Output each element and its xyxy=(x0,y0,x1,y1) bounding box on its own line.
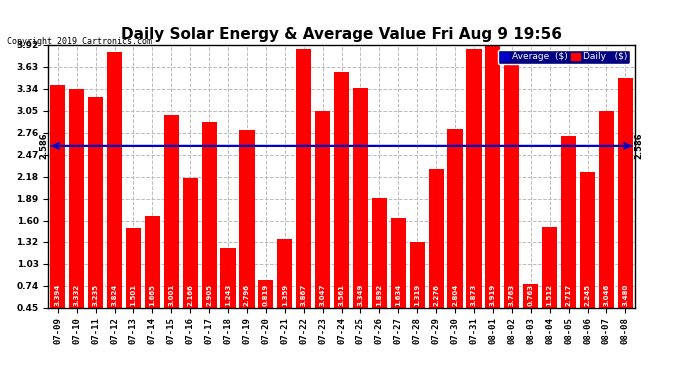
Text: 2.586: 2.586 xyxy=(635,133,644,159)
Text: 3.349: 3.349 xyxy=(357,284,364,306)
Bar xyxy=(580,172,595,308)
Text: 2.166: 2.166 xyxy=(187,284,193,306)
Text: 1.512: 1.512 xyxy=(546,284,553,306)
Text: 3.763: 3.763 xyxy=(509,284,515,306)
Text: 0.763: 0.763 xyxy=(528,284,534,306)
Bar xyxy=(391,218,406,308)
Text: 3.480: 3.480 xyxy=(622,284,629,306)
Text: 3.046: 3.046 xyxy=(604,284,609,306)
Text: 3.867: 3.867 xyxy=(301,284,307,306)
Bar xyxy=(353,88,368,308)
Text: 3.001: 3.001 xyxy=(168,284,175,306)
Text: 1.665: 1.665 xyxy=(149,284,155,306)
Text: Copyright 2019 Cartronics.com: Copyright 2019 Cartronics.com xyxy=(7,38,152,46)
Bar xyxy=(334,72,349,308)
Bar xyxy=(410,242,425,308)
Text: 1.319: 1.319 xyxy=(414,284,420,306)
Text: 1.634: 1.634 xyxy=(395,284,402,306)
Bar xyxy=(504,57,520,308)
Text: 3.235: 3.235 xyxy=(92,284,99,306)
Bar xyxy=(618,78,633,308)
Text: 3.919: 3.919 xyxy=(490,284,496,306)
Bar xyxy=(485,45,500,308)
Bar xyxy=(145,216,160,308)
Bar xyxy=(258,280,273,308)
Bar xyxy=(277,239,293,308)
Bar xyxy=(315,111,331,308)
Bar xyxy=(126,228,141,308)
Bar xyxy=(69,90,84,308)
Text: 1.892: 1.892 xyxy=(376,284,382,306)
Bar xyxy=(599,111,614,308)
Text: 2.245: 2.245 xyxy=(584,284,591,306)
Text: 2.586: 2.586 xyxy=(39,133,48,159)
Bar xyxy=(88,97,104,308)
Text: 3.824: 3.824 xyxy=(112,284,117,306)
Bar xyxy=(239,130,255,308)
Title: Daily Solar Energy & Average Value Fri Aug 9 19:56: Daily Solar Energy & Average Value Fri A… xyxy=(121,27,562,42)
Bar xyxy=(296,49,311,308)
Text: 2.717: 2.717 xyxy=(566,284,571,306)
Text: 2.796: 2.796 xyxy=(244,284,250,306)
Text: 3.873: 3.873 xyxy=(471,284,477,306)
Text: 1.243: 1.243 xyxy=(225,284,231,306)
Text: 3.394: 3.394 xyxy=(55,284,61,306)
Text: 1.359: 1.359 xyxy=(282,284,288,306)
Text: 2.905: 2.905 xyxy=(206,284,212,306)
Text: 3.047: 3.047 xyxy=(319,284,326,306)
Text: 2.276: 2.276 xyxy=(433,284,439,306)
Bar xyxy=(107,52,122,308)
Text: 3.332: 3.332 xyxy=(74,284,79,306)
Text: 0.819: 0.819 xyxy=(263,284,269,306)
Bar xyxy=(50,85,66,308)
Bar xyxy=(466,48,482,308)
Bar xyxy=(164,114,179,308)
Bar xyxy=(523,284,538,308)
Legend: Average  ($), Daily   ($): Average ($), Daily ($) xyxy=(497,50,630,64)
Bar xyxy=(428,170,444,308)
Bar xyxy=(561,136,576,308)
Bar xyxy=(372,198,387,308)
Bar xyxy=(183,178,198,308)
Bar xyxy=(201,122,217,308)
Text: 3.561: 3.561 xyxy=(339,284,344,306)
Text: 1.501: 1.501 xyxy=(130,284,137,306)
Bar xyxy=(221,248,235,308)
Bar xyxy=(542,227,558,308)
Bar xyxy=(448,129,462,308)
Text: 2.804: 2.804 xyxy=(452,284,458,306)
